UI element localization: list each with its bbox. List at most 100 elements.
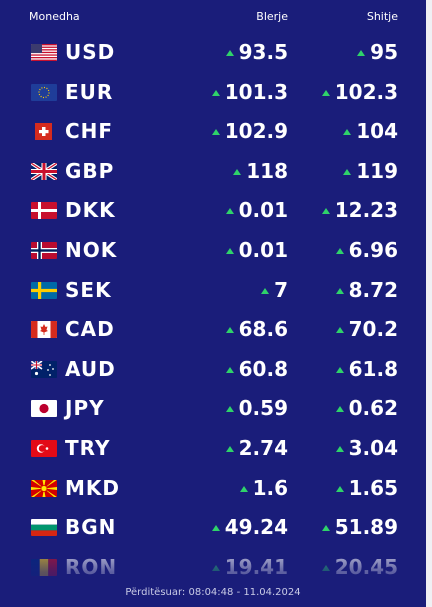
bulgaria-flag-icon (31, 519, 57, 537)
table-row: AUD 60.8 61.8 (0, 349, 426, 389)
sell-value: 61.8 (348, 356, 398, 381)
table-row: CHF 102.9 104 (0, 111, 426, 151)
romania-flag-icon (31, 558, 57, 576)
buy-value: 49.24 (224, 515, 288, 540)
up-arrow-icon (211, 89, 220, 96)
up-arrow-icon (335, 327, 344, 334)
up-arrow-icon (357, 50, 366, 56)
up-arrow-icon (261, 287, 270, 294)
sell-rate: 95 (357, 40, 398, 64)
sell-rate: 8.72 (335, 277, 398, 302)
buy-rate: 7 (261, 278, 288, 302)
sell-column-header: Shitje (366, 10, 398, 23)
buy-value: 118 (246, 158, 288, 183)
sell-rate: 102.3 (321, 79, 398, 104)
buy-value: 93.5 (238, 40, 288, 64)
buy-rate: 0.01 (225, 238, 288, 262)
up-arrow-icon (335, 247, 344, 254)
sell-rate: 3.04 (335, 435, 398, 460)
up-arrow-icon (343, 129, 352, 136)
scrollbar[interactable] (426, 0, 432, 607)
sell-value: 119 (356, 158, 398, 183)
table-row: DKK 0.01 12.23 (0, 190, 426, 230)
sell-value: 6.96 (348, 237, 398, 262)
up-arrow-icon (225, 247, 234, 254)
australia-flag-icon (31, 360, 57, 378)
buy-value: 0.01 (238, 198, 288, 223)
up-arrow-icon (321, 208, 330, 215)
sell-value: 51.89 (334, 515, 398, 540)
sell-rate: 6.96 (335, 237, 398, 262)
sell-rate: 70.2 (335, 317, 398, 342)
up-arrow-icon (211, 525, 220, 532)
buy-column-header: Blerje (256, 10, 288, 23)
currency-code: CAD (65, 317, 115, 342)
up-arrow-icon (335, 366, 344, 373)
buy-value: 102.9 (224, 119, 288, 144)
buy-value: 1.6 (252, 475, 288, 500)
buy-value: 2.74 (238, 435, 288, 460)
buy-rate: 0.01 (225, 198, 288, 223)
buy-rate: 1.6 (239, 475, 288, 500)
up-arrow-icon (343, 168, 352, 175)
currency-code: BGN (65, 515, 117, 540)
table-row: BGN 49.24 51.89 (0, 507, 426, 547)
up-arrow-icon (335, 287, 344, 294)
last-updated-text: Përditësuar: 08:04:48 - 11.04.2024 (125, 587, 301, 598)
up-arrow-icon (335, 485, 344, 492)
sell-value: 3.04 (348, 435, 398, 460)
north-macedonia-flag-icon (31, 479, 57, 497)
up-arrow-icon (335, 406, 344, 413)
table-row: NOK 0.01 6.96 (0, 230, 426, 270)
table-row: TRY 2.74 3.04 (0, 428, 426, 468)
table-row: MKD 1.6 1.65 (0, 468, 426, 508)
buy-rate: 118 (233, 159, 288, 183)
table-row: JPY 0.59 0.62 (0, 388, 426, 428)
sell-value: 0.62 (348, 396, 398, 421)
buy-value: 68.6 (238, 317, 288, 342)
sell-rate: 0.62 (335, 396, 398, 421)
usa-flag-icon (31, 44, 57, 61)
buy-value: 60.8 (238, 356, 288, 381)
sell-rate: 104 (343, 119, 398, 143)
table-row: USD 93.5 95 (0, 32, 426, 72)
up-arrow-icon (225, 366, 234, 373)
currency-code: JPY (65, 396, 105, 421)
up-arrow-icon (211, 129, 220, 136)
sell-rate: 12.23 (321, 198, 398, 223)
canada-flag-icon (31, 321, 57, 339)
currency-code: USD (65, 40, 116, 64)
sell-value: 70.2 (348, 317, 398, 342)
table-row: RON 19.41 20.45 (0, 547, 426, 587)
currency-code: DKK (65, 198, 116, 223)
sell-rate: 1.65 (335, 476, 398, 500)
japan-flag-icon (31, 400, 57, 418)
uk-flag-icon (31, 162, 57, 180)
sell-value: 20.45 (334, 554, 398, 579)
currency-code: GBP (65, 158, 115, 183)
buy-rate: 19.41 (211, 555, 288, 579)
denmark-flag-icon (31, 202, 57, 220)
sell-value: 12.23 (334, 198, 398, 223)
up-arrow-icon (225, 445, 234, 452)
norway-flag-icon (31, 241, 57, 259)
buy-value: 101.3 (224, 79, 288, 104)
up-arrow-icon (225, 327, 234, 334)
up-arrow-icon (225, 406, 234, 413)
rates-list: USD 93.5 95 EUR 101.3 102.3 (0, 32, 426, 586)
currency-code: AUD (65, 356, 116, 381)
sell-value: 104 (356, 119, 398, 144)
buy-rate: 93.5 (225, 40, 288, 64)
buy-rate: 49.24 (211, 515, 288, 540)
table-row: EUR 101.3 102.3 (0, 72, 426, 112)
up-arrow-icon (233, 168, 242, 175)
sell-value: 102.3 (334, 79, 398, 104)
currency-code: RON (65, 554, 118, 579)
eu-flag-icon (31, 83, 57, 101)
currency-code: CHF (65, 119, 114, 144)
buy-rate: 60.8 (225, 356, 288, 381)
sell-value: 8.72 (348, 277, 398, 302)
up-arrow-icon (321, 89, 330, 96)
up-arrow-icon (321, 525, 330, 532)
sell-rate: 119 (343, 159, 398, 183)
